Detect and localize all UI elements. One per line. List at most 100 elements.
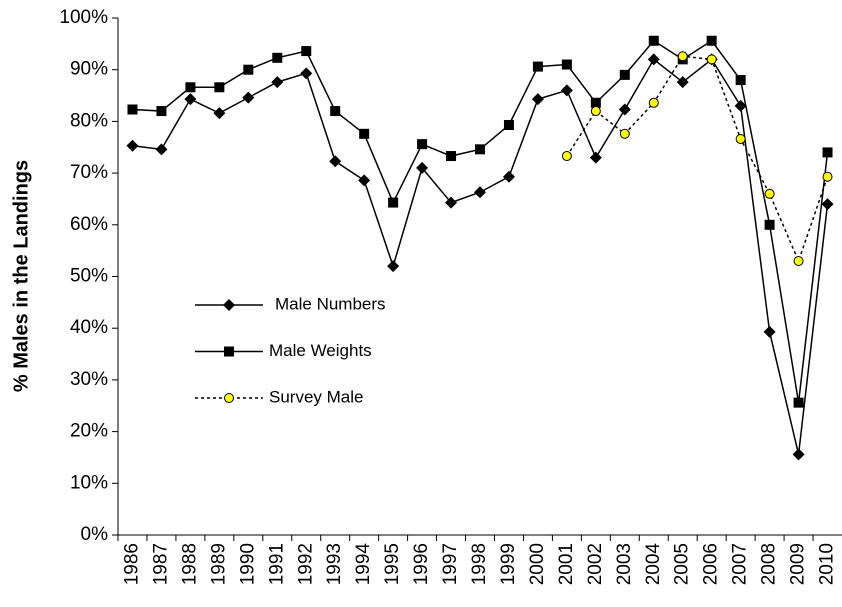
y-tick-label: 60% [70,214,108,235]
marker [706,35,717,46]
marker [329,155,342,168]
marker [301,46,312,57]
marker [532,61,543,72]
x-tick-label: 1990 [237,543,258,585]
marker [359,128,370,139]
y-tick-label: 70% [70,162,108,183]
marker [271,76,284,89]
marker [822,171,833,182]
y-tick-label: 40% [70,317,108,338]
marker [502,170,515,183]
marker [589,151,602,164]
y-tick-label: 100% [59,7,108,28]
marker [821,198,834,211]
marker [243,64,254,75]
y-tick-label: 10% [70,472,108,493]
x-tick-label: 1997 [440,543,461,585]
marker [735,75,746,86]
marker [330,106,341,117]
x-tick-label: 2003 [614,543,635,585]
y-axis-title: % Males in the Landings [10,160,32,392]
marker [764,219,775,230]
marker [822,147,833,158]
y-tick-label: 80% [70,110,108,131]
marker [793,255,804,266]
x-tick-label: 1999 [498,543,519,585]
marker [446,151,457,162]
y-tick-label: 30% [70,369,108,390]
marker [213,107,226,120]
marker [647,53,660,66]
marker [223,299,235,311]
marker [560,84,573,97]
y-tick-label: 50% [70,266,108,287]
x-tick-label: 2005 [672,543,693,585]
x-tick-label: 2004 [643,543,664,586]
marker [272,52,283,63]
marker [648,35,659,46]
marker [155,143,168,156]
marker [156,106,167,117]
marker [388,197,399,208]
marker [126,139,139,152]
marker [763,325,776,338]
y-tick-label: 0% [81,524,109,545]
marker [184,93,197,106]
marker [676,76,689,89]
marker [503,120,514,131]
marker [242,91,255,104]
marker [764,188,775,199]
x-tick-label: 2002 [585,543,606,585]
series-line [132,58,829,455]
marker [590,106,601,117]
marker [561,151,572,162]
marker [224,393,234,403]
x-tick-label: 1989 [208,543,229,585]
marker [127,104,138,115]
x-tick-label: 2006 [701,543,722,585]
marker [300,67,313,80]
marker [224,346,234,357]
x-tick-label: 2000 [527,543,548,585]
x-tick-label: 1993 [324,543,345,585]
x-tick-label: 1988 [179,543,200,585]
x-tick-label: 1998 [469,543,490,585]
marker [735,133,746,144]
y-tick-label: 90% [70,59,108,80]
marker [416,161,429,174]
x-tick-label: 2007 [730,543,751,585]
marker [417,139,428,150]
series-line [132,39,829,403]
x-tick-label: 2001 [556,543,577,585]
marker [445,196,458,209]
y-tick-label: 20% [70,421,108,442]
marker [734,99,747,112]
x-tick-label: 1987 [150,543,171,585]
marker [618,103,631,116]
legend-label: Male Numbers [275,294,386,313]
series-line [566,55,829,264]
x-tick-label: 1992 [295,543,316,585]
marker [387,260,400,273]
marker [677,51,688,62]
marker [706,54,717,65]
x-tick-label: 1995 [382,543,403,585]
x-tick-label: 1994 [353,543,374,586]
marker [619,69,630,80]
marker [793,397,804,408]
marker [531,93,544,106]
marker [561,59,572,70]
marker [590,97,601,108]
marker [358,174,371,187]
x-tick-label: 1991 [266,543,287,585]
x-tick-label: 2008 [759,543,780,585]
marker [474,186,486,199]
x-tick-label: 1986 [121,543,142,585]
legend-label: Male Weights [269,341,372,360]
marker [648,97,659,108]
x-tick-label: 2010 [817,543,838,585]
marker [185,82,196,93]
marker [792,448,805,461]
x-tick-label: 2009 [788,543,809,585]
